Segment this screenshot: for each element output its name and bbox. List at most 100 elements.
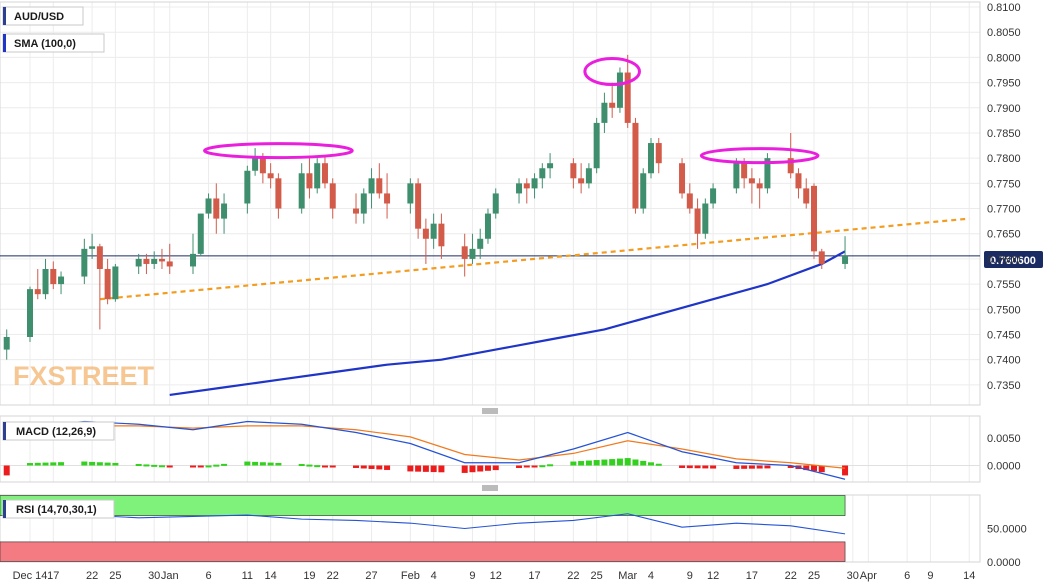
candle-body: [842, 255, 849, 264]
candle-body: [197, 213, 204, 254]
candle: [376, 163, 383, 199]
candle-body: [803, 188, 810, 204]
candle: [647, 138, 654, 179]
macd-histogram-bar: [539, 465, 546, 468]
macd-histogram-bar: [252, 461, 259, 466]
rsi-panel-frame: [0, 494, 981, 563]
candle-body: [112, 266, 119, 300]
date-axis-tick: 9: [927, 570, 933, 582]
price-axis-tick: 0.7850: [987, 128, 1021, 140]
candle: [640, 168, 647, 214]
macd-histogram-bar: [531, 465, 538, 468]
date-axis-tick: 22: [327, 570, 339, 582]
candle-body: [3, 336, 10, 350]
date-axis-tick: 25: [808, 570, 820, 582]
macd-histogram-bar: [135, 464, 142, 467]
candle-body: [321, 163, 328, 184]
macd-histogram-bar: [484, 465, 491, 471]
macd-histogram-bar: [469, 465, 476, 473]
rsi-resize-handle[interactable]: [482, 485, 498, 491]
rsi-overbought-zone: [0, 495, 846, 516]
candle-body: [438, 223, 445, 247]
rsi-label-accent: [3, 500, 6, 518]
candle-body: [376, 178, 383, 194]
date-axis-tick: 12: [490, 570, 502, 582]
macd-histogram-bar: [578, 461, 585, 466]
candle: [461, 233, 468, 277]
candle-body: [298, 173, 305, 209]
macd-histogram-bar: [547, 464, 554, 467]
candle-body: [748, 178, 755, 184]
candle-body: [96, 246, 103, 269]
candle: [50, 261, 57, 290]
date-axis-tick: 22: [785, 570, 797, 582]
candle-body: [787, 158, 794, 174]
macd-resize-handle[interactable]: [482, 408, 498, 414]
candle: [89, 233, 96, 259]
macd-histogram-bar: [640, 460, 647, 466]
candle: [213, 183, 220, 234]
candle: [407, 178, 414, 214]
macd-histogram-bar: [655, 463, 662, 466]
date-axis-tick: 22: [567, 570, 579, 582]
macd-histogram-bar: [756, 465, 763, 469]
candle-body: [585, 168, 592, 184]
candle-body: [609, 102, 616, 108]
macd-axis-tick: 0.0000: [987, 461, 1021, 473]
candle: [679, 158, 686, 199]
date-axis-tick: 6: [205, 570, 211, 582]
price-axis-tick: 0.7350: [987, 380, 1021, 392]
candle-body: [531, 178, 538, 189]
candle: [314, 158, 321, 194]
rsi-panel: [0, 495, 846, 562]
candle-body: [34, 289, 41, 295]
sma-label: SMA (100,0): [14, 38, 76, 50]
macd-line: [29, 420, 846, 480]
rsi-axis-tick: 50.0000: [987, 524, 1027, 536]
candle-body: [547, 163, 554, 169]
candle-body: [516, 183, 523, 194]
right-shoulder-ellipse: [699, 147, 820, 165]
price-axis-tick: 0.8050: [987, 27, 1021, 39]
candle: [523, 178, 530, 204]
candle: [764, 153, 771, 194]
candle-body: [58, 276, 65, 285]
date-axis-tick: 22: [86, 570, 98, 582]
date-axis-tick: 4: [431, 570, 437, 582]
macd-histogram-bar: [694, 465, 701, 469]
candle-body: [733, 163, 740, 189]
candle: [329, 178, 336, 219]
trendline-group: [99, 217, 970, 301]
candle: [438, 213, 445, 259]
macd-histogram-bar: [686, 465, 693, 469]
price-axis-tick: 0.7450: [987, 329, 1021, 341]
candle-body: [360, 193, 367, 214]
candle-body: [640, 173, 647, 209]
date-axis-tick: 17: [746, 570, 758, 582]
candle-body: [314, 163, 321, 189]
candle: [655, 138, 662, 174]
rsi-label: RSI (14,70,30,1): [16, 504, 97, 516]
rsi-line: [29, 513, 846, 535]
candle-body: [686, 193, 693, 209]
candle: [795, 168, 802, 199]
left-shoulder-ellipse: [203, 142, 354, 160]
candle-body: [104, 268, 111, 300]
candle: [632, 117, 639, 214]
current-price-label: 0.760600: [990, 255, 1036, 267]
macd-panel: [0, 420, 980, 480]
candle: [58, 271, 65, 295]
macd-histogram-bar: [624, 458, 631, 466]
date-axis-tick: 30: [148, 570, 160, 582]
date-axis-tick: Mar: [618, 570, 637, 582]
macd-histogram-bar: [748, 465, 755, 469]
candle-body: [213, 198, 220, 219]
candle: [547, 153, 554, 179]
macd-histogram-bar: [702, 465, 709, 469]
macd-histogram-bar: [158, 465, 165, 468]
macd-histogram-bar: [811, 465, 817, 472]
candle-body: [259, 158, 266, 174]
macd-axis-tick: 0.0050: [987, 433, 1021, 445]
candle: [321, 155, 328, 189]
